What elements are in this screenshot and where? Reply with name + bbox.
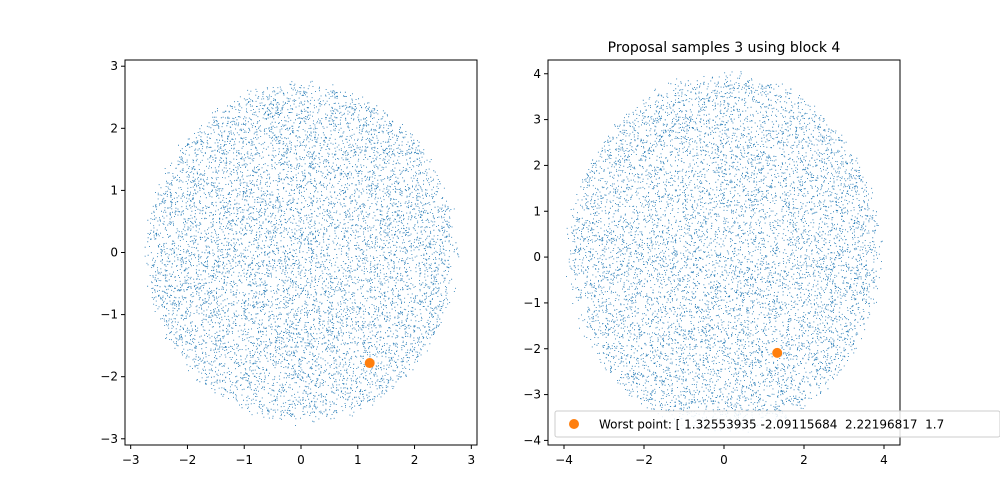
left-yticks: −3 −2 −1 0 1 2 3: [100, 59, 125, 446]
sample-points: [144, 80, 460, 427]
left-samples: [144, 80, 460, 427]
worst-point-marker: [772, 347, 783, 358]
y-tick-label: 1: [533, 204, 541, 218]
worst-point-marker: [364, 358, 375, 369]
x-tick-label: −2: [179, 453, 197, 467]
x-tick-label: 0: [297, 453, 305, 467]
legend-marker: [569, 419, 579, 429]
chart-left: −3 −2 −1 0 1 2 3 −3 −2 −1 0 1 2 3: [100, 59, 478, 467]
y-tick-label: 4: [533, 67, 541, 81]
y-tick-label: 3: [110, 59, 118, 73]
x-tick-label: 0: [720, 453, 728, 467]
right-xticks: −4 −2 0 2 4: [555, 445, 888, 467]
y-tick-label: −3: [523, 388, 541, 402]
x-tick-label: 2: [800, 453, 808, 467]
legend-box: [554, 410, 1000, 438]
y-tick-label: 1: [110, 183, 118, 197]
right-chart-title: Proposal samples 3 using block 4: [608, 40, 841, 56]
right-legend: Worst point: [ 1.32553935 -2.09115684 2.…: [554, 410, 1000, 438]
y-tick-label: −2: [100, 370, 118, 384]
left-axes-frame: [124, 59, 478, 446]
y-tick-label: 0: [110, 246, 118, 260]
y-tick-label: 2: [110, 121, 118, 135]
left-xticks: −3 −2 −1 0 1 2 3: [122, 445, 475, 467]
x-tick-label: 4: [880, 453, 888, 467]
y-tick-label: −1: [100, 308, 118, 322]
right-yticks: −4 −3 −2 −1 0 1 2 3 4: [523, 67, 548, 447]
x-tick-label: −1: [235, 453, 253, 467]
right-highlight: [772, 347, 783, 358]
legend-label: Worst point: [ 1.32553935 -2.09115684 2.…: [599, 418, 944, 432]
x-tick-label: 2: [411, 453, 419, 467]
x-tick-label: 3: [468, 453, 476, 467]
y-tick-label: 2: [533, 158, 541, 172]
x-tick-label: −4: [555, 453, 573, 467]
y-tick-label: −4: [523, 433, 541, 447]
right-samples: [566, 71, 883, 433]
left-highlight: [364, 358, 375, 369]
y-tick-label: −3: [100, 432, 118, 446]
y-tick-label: 3: [533, 113, 541, 127]
x-tick-label: 1: [354, 453, 362, 467]
chart-right: Proposal samples 3 using block 4 −4 −2 0 2 4…: [523, 40, 1000, 467]
y-tick-label: −1: [523, 296, 541, 310]
x-tick-label: −3: [122, 453, 140, 467]
sample-points: [566, 71, 883, 433]
x-tick-label: −2: [635, 453, 653, 467]
y-tick-label: −2: [523, 342, 541, 356]
y-tick-label: 0: [533, 250, 541, 264]
